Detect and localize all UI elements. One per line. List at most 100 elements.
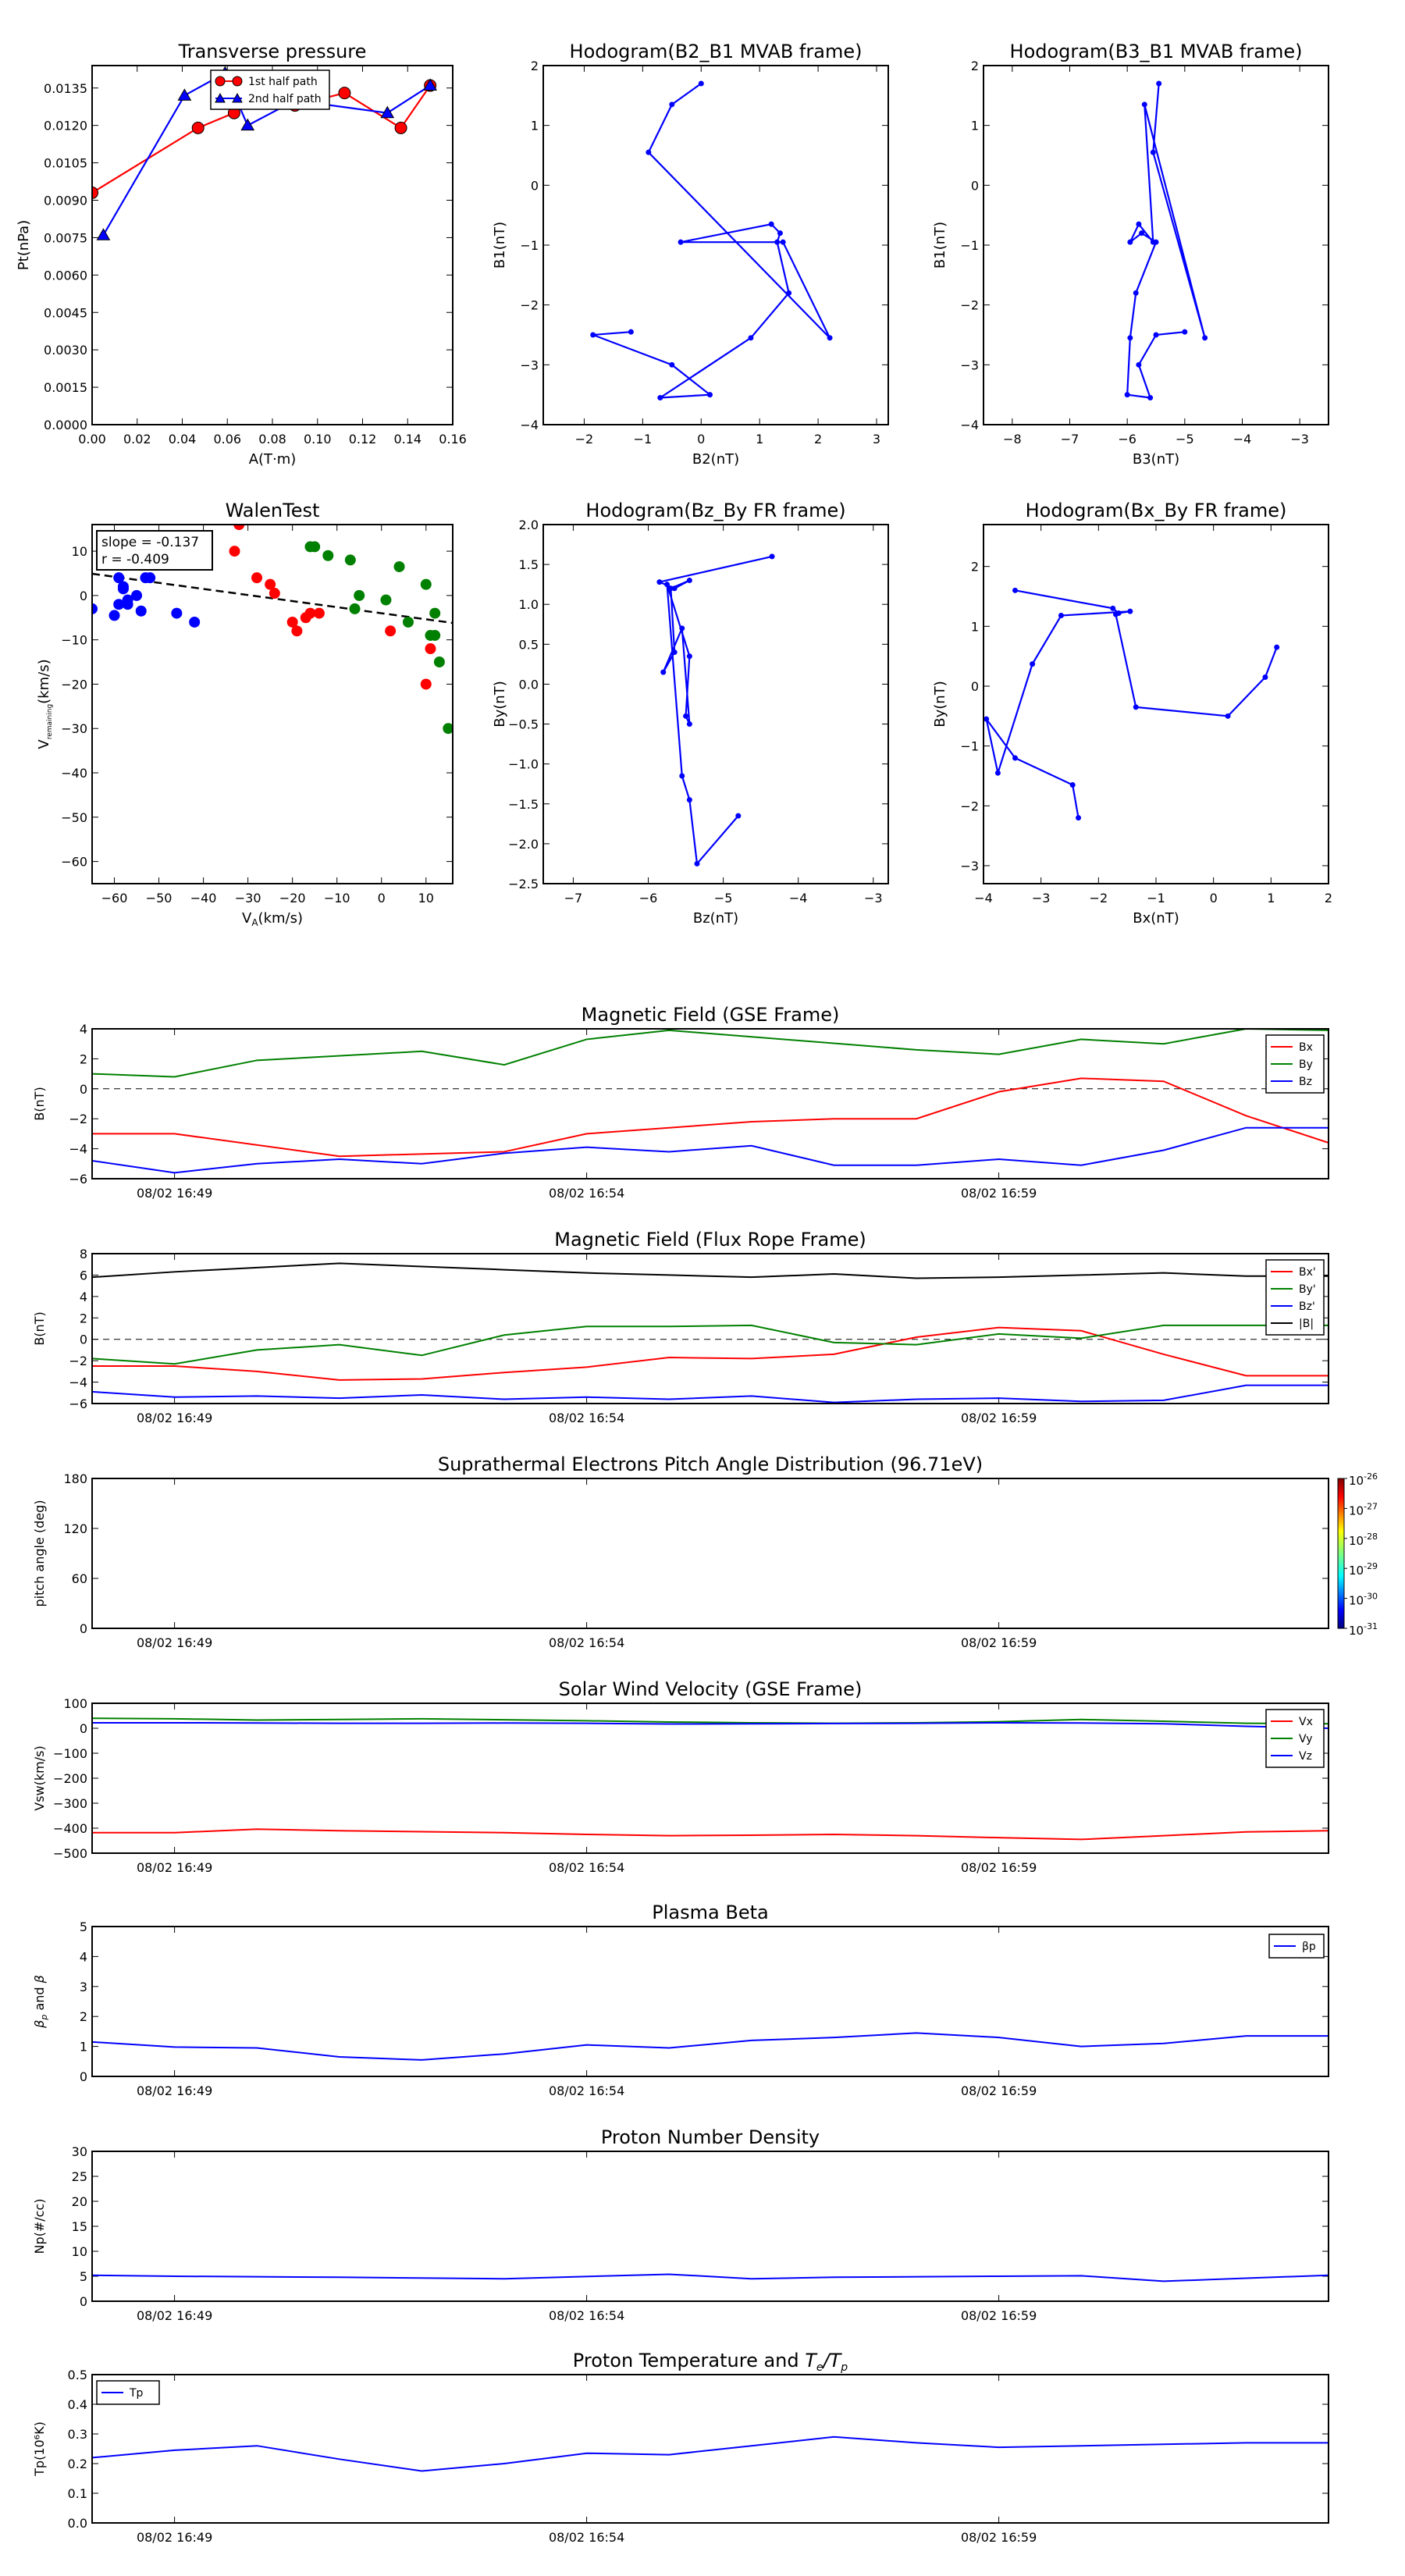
- mag-flux-rope-ytick-label: 2: [80, 1311, 87, 1325]
- hodogram-bz-by-series-0-marker: [664, 582, 670, 588]
- mag-gse-ytick-label: 0: [80, 1082, 87, 1097]
- mag-flux-rope-ytick-label: 0: [80, 1332, 87, 1347]
- transverse-pressure-xtick-label: 0.02: [123, 432, 151, 447]
- walen-test-annotation-slope: slope = -0.137: [101, 535, 199, 550]
- mag-gse-ytick-label: −2: [69, 1112, 87, 1126]
- hodogram-b3-b1-ytick-label: −1: [960, 238, 979, 253]
- walen-test-xtick-label: 10: [418, 891, 434, 906]
- electron-pad-colorbar-label: 10-30: [1349, 1592, 1378, 1608]
- sw-velocity-xtick-label: 08/02 16:54: [549, 1860, 624, 1875]
- hodogram-b2-b1-ytick-label: 0: [531, 178, 539, 193]
- hodogram-bz-by-series-0-marker: [686, 578, 692, 584]
- mag-flux-rope-plot-area: [92, 1262, 1329, 1404]
- mag-flux-rope-legend-label: |B|: [1299, 1318, 1314, 1330]
- electron-pad-title: Suprathermal Electrons Pitch Angle Distr…: [438, 1453, 983, 1475]
- hodogram-bx-by-title: Hodogram(Bx_By FR frame): [1026, 500, 1287, 521]
- hodogram-b2-b1-series-0-marker: [777, 230, 783, 237]
- plasma-beta-ytick-label: 4: [80, 1949, 87, 1964]
- walen-test-ylabel: Vremaining(km/s): [36, 659, 54, 749]
- transverse-pressure-xtick-label: 0.04: [169, 432, 197, 447]
- mag-gse-legend-label: Bx: [1299, 1041, 1313, 1054]
- mag-flux-rope-ylabel: B(nT): [32, 1311, 47, 1345]
- hodogram-bx-by-ytick-label: −2: [960, 799, 979, 813]
- mag-flux-rope-frame: [91, 1253, 1329, 1404]
- walen-test-series-1-marker: [385, 625, 397, 637]
- hodogram-bz-by-ylabel: By(nT): [492, 681, 508, 727]
- hodogram-bx-by-ytick-label: 2: [971, 560, 979, 575]
- hodogram-b2-b1-ytick-label: −4: [520, 418, 539, 432]
- walen-test-xtick-label: −60: [101, 891, 128, 906]
- hodogram-bz-by-xtick-label: −7: [564, 891, 583, 906]
- transverse-pressure-legend-marker: [215, 76, 226, 87]
- walen-test-ytick-label: −10: [61, 633, 87, 648]
- hodogram-bx-by-plot-area: [984, 587, 1280, 821]
- walen-test-series-2-marker: [349, 603, 361, 614]
- proton-density-ytick-label: 15: [72, 2219, 87, 2234]
- hodogram-bx-by-ylabel: By(nT): [932, 681, 948, 727]
- plasma-beta-series-βp-line: [92, 2032, 1329, 2061]
- walen-test-series-2-marker: [322, 550, 334, 561]
- hodogram-b3-b1-series-0-marker: [1182, 329, 1188, 335]
- mag-flux-rope-xtick-label: 08/02 16:49: [137, 1411, 212, 1425]
- hodogram-bx-by-series-0-marker: [1076, 815, 1082, 821]
- sw-velocity-xtick-label: 08/02 16:59: [961, 1860, 1037, 1875]
- sw-velocity-ytick-label: 0: [80, 1721, 87, 1736]
- electron-pad-colorbar-bar: [1337, 1478, 1345, 1629]
- sw-velocity-series-Vz-line: [92, 1721, 1329, 1729]
- hodogram-bx-by-series-0-line: [985, 589, 1131, 818]
- hodogram-b3-b1-ytick-label: 2: [971, 59, 979, 73]
- electron-pad-colorbar-label: 10-27: [1349, 1501, 1378, 1517]
- mag-flux-rope-title: Magnetic Field (Flux Rope Frame): [554, 1229, 866, 1251]
- proton-density-xtick-label: 08/02 16:49: [137, 2308, 212, 2323]
- hodogram-bx-by-xtick-label: 1: [1267, 891, 1275, 906]
- sw-velocity-ytick-label: −300: [53, 1796, 87, 1811]
- hodogram-b3-b1-series-0-marker: [1124, 392, 1130, 398]
- mag-gse-panel: 08/02 16:49 08/02 16:54 08/02 16:59 −6 −4 −2 0…: [32, 1022, 1329, 1201]
- proton-density-series-0-line: [92, 2273, 1329, 2282]
- electron-pad-ytick-label: 180: [63, 1471, 87, 1486]
- proton-temp-ytick-label: 0.3: [68, 2427, 87, 2442]
- hodogram-bx-by-panel: −4 −3 −2 −1 0 1 2 −3 −2 −1 0 1 2 Bx(nT) By(nT): [932, 524, 1332, 927]
- hodogram-b2-b1-plot-area: [590, 80, 833, 400]
- hodogram-bz-by-series-0-marker: [660, 669, 667, 675]
- proton-density-xtick-label: 08/02 16:59: [961, 2308, 1037, 2323]
- mag-gse-ytick-label: −6: [69, 1172, 87, 1187]
- hodogram-b3-b1-series-0-marker: [1202, 335, 1208, 341]
- mag-flux-rope-series-Bx'-line: [92, 1326, 1329, 1381]
- proton-density-ytick-label: 10: [72, 2244, 87, 2259]
- hodogram-b2-b1-series-0-line: [592, 83, 831, 399]
- walen-test-ytick-label: −50: [61, 810, 87, 825]
- hodogram-b2-b1-series-0-marker: [669, 101, 675, 108]
- hodogram-b2-b1-xtick-label: 0: [697, 432, 705, 447]
- proton-temp-title: Proton Temperature and Te/Tp: [573, 2350, 848, 2374]
- hodogram-bz-by-series-0-marker: [671, 649, 678, 656]
- mag-flux-rope-legend: Bx' By' Bz' |B|: [1265, 1259, 1325, 1336]
- hodogram-bz-by-ytick-label: −1.5: [508, 797, 539, 812]
- walen-test-series-2-marker: [402, 616, 414, 628]
- hodogram-b2-b1-series-0-marker: [774, 239, 781, 245]
- hodogram-bx-by-series-1-line: [1115, 614, 1278, 717]
- hodogram-bz-by-xtick-label: −6: [639, 891, 658, 906]
- hodogram-bz-by-ytick-label: 2.0: [519, 518, 539, 532]
- electron-pad-colorbar-label: 10-29: [1349, 1561, 1378, 1578]
- mag-flux-rope-series-|B|-line: [92, 1262, 1329, 1279]
- walen-test-series-0-marker: [122, 599, 133, 610]
- hodogram-bx-by-series-0-marker: [1030, 661, 1036, 667]
- transverse-pressure-ytick-label: 0.0090: [44, 194, 87, 208]
- electron-pad-ytick-label: 120: [63, 1521, 87, 1536]
- hodogram-bz-by-series-0-marker: [667, 585, 674, 592]
- hodogram-b3-b1-xlabel: B3(nT): [1133, 451, 1179, 468]
- hodogram-bx-by-frame: [983, 524, 1329, 884]
- walen-test-series-2-marker: [344, 554, 356, 566]
- hodogram-bx-by-xtick-label: 0: [1210, 891, 1218, 906]
- walen-test-series-1-marker: [269, 588, 280, 600]
- transverse-pressure-series-0-marker: [191, 121, 205, 134]
- proton-density-ytick-label: 20: [72, 2194, 87, 2209]
- walen-test-ytick-label: −20: [61, 677, 87, 692]
- electron-pad-panel: 08/02 16:49 08/02 16:54 08/02 16:59 0 60 120 1…: [32, 1471, 1378, 1650]
- proton-temp-series-Tp-line: [92, 2435, 1329, 2472]
- walen-test-series-1-marker: [286, 616, 298, 628]
- plasma-beta-ytick-label: 0: [80, 2069, 87, 2084]
- hodogram-bx-by-xtick-label: −3: [1032, 891, 1051, 906]
- transverse-pressure-ytick-label: 0.0075: [44, 230, 87, 245]
